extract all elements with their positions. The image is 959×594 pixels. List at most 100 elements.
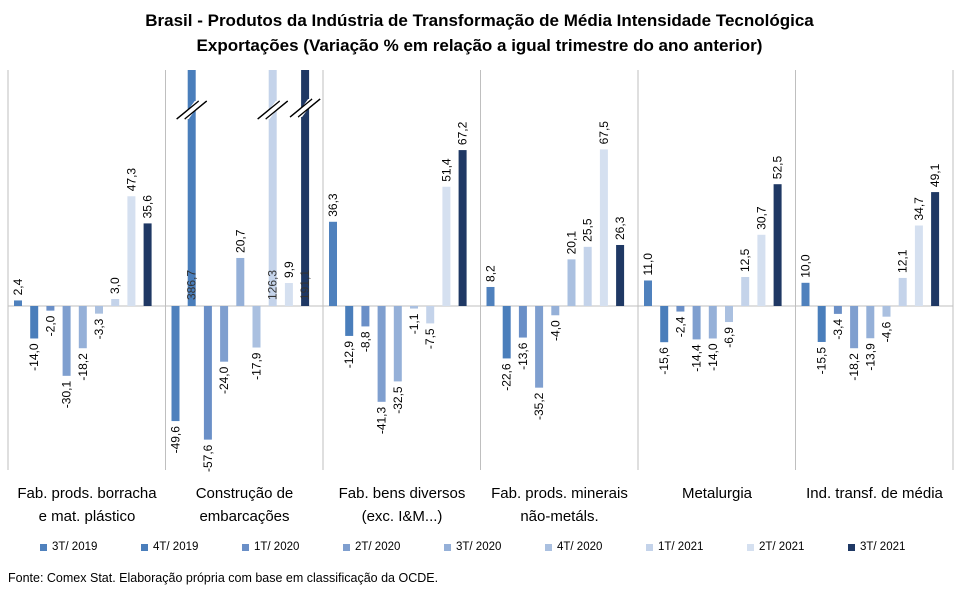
bar (882, 306, 891, 317)
data-label: 12,5 (738, 248, 752, 272)
category-label: Fab. bens diversos (exc. I&M...) (338, 485, 466, 525)
data-label: 386,7 (185, 270, 199, 300)
legend-item: 3T/ 2021 (848, 541, 905, 553)
bar (377, 306, 386, 402)
data-label: -8,8 (358, 331, 372, 352)
bar (741, 277, 750, 306)
data-label: -22,6 (500, 363, 514, 391)
data-label: -13,6 (516, 342, 530, 370)
bar (866, 306, 875, 339)
bar (692, 306, 701, 340)
legend-swatch (40, 543, 47, 551)
data-label: -32,5 (391, 386, 405, 414)
bar (361, 306, 370, 327)
bar (535, 306, 544, 388)
source-note: Fonte: Comex Stat. Elaboração própria co… (8, 571, 439, 585)
legend-item: 4T/ 2019 (141, 541, 198, 553)
bar (345, 306, 354, 336)
data-label: -2,0 (43, 315, 57, 336)
data-label: 10,0 (799, 254, 813, 278)
data-label: -17,9 (250, 352, 264, 380)
bar (220, 306, 229, 362)
legend-label: 3T/ 2020 (456, 541, 502, 553)
legend-label: 2T/ 2020 (355, 541, 401, 553)
legend-label: 1T/ 2021 (658, 541, 704, 553)
data-label: 11,0 (641, 253, 655, 276)
bar (644, 280, 652, 306)
bar (817, 306, 826, 342)
bar (833, 306, 842, 314)
bar (442, 186, 451, 306)
legend-item: 4T/ 2020 (545, 541, 602, 553)
bar (426, 306, 435, 324)
data-label: 34,7 (912, 197, 926, 221)
data-label: -3,3 (92, 318, 106, 339)
legend-swatch (242, 543, 249, 551)
bar (95, 306, 103, 314)
axis-break-gap (262, 101, 283, 119)
data-label: 47,3 (124, 168, 138, 192)
bar (616, 244, 625, 306)
legend-item: 2T/ 2021 (747, 541, 804, 553)
category-label: Fab. prods. minerais não-metáls. (491, 485, 628, 525)
category-label: Construção de embarcações (195, 485, 294, 525)
data-label: -14,0 (706, 343, 720, 371)
data-label: 191,1 (298, 270, 312, 300)
bar (46, 306, 55, 311)
bar (567, 259, 576, 306)
data-label: -18,2 (76, 353, 90, 381)
bar (236, 257, 245, 306)
category-label: Fab. prods. borracha e mat. plástico (17, 485, 157, 525)
data-label: 3,0 (108, 277, 122, 294)
bar (393, 306, 402, 382)
legend-swatch (141, 543, 148, 551)
bar (676, 306, 685, 312)
legend-swatch (646, 543, 653, 551)
data-label: -4,6 (880, 321, 894, 342)
legend-label: 2T/ 2021 (759, 541, 805, 553)
bar (329, 221, 337, 306)
bar (850, 306, 859, 349)
bar (757, 234, 766, 306)
legend-label: 3T/ 2019 (52, 541, 98, 553)
axis-break-mark (176, 100, 200, 120)
bar (62, 306, 71, 376)
legend-swatch (848, 543, 855, 551)
axis-break-gap (181, 101, 202, 119)
data-label: -13,9 (863, 343, 877, 371)
legend-item: 2T/ 2020 (343, 541, 400, 553)
data-label: 12,1 (896, 249, 910, 273)
data-label: -3,4 (831, 319, 845, 340)
bar (127, 196, 136, 306)
data-label: 49,1 (928, 163, 942, 187)
legend-swatch (545, 543, 552, 551)
bar (143, 223, 152, 306)
axis-break-gap (295, 99, 316, 117)
bar (268, 70, 277, 306)
data-label: 67,2 (456, 121, 470, 145)
data-label: 126,3 (266, 270, 280, 300)
bar (410, 306, 418, 309)
bar (284, 283, 293, 306)
bar (252, 306, 261, 348)
data-label: 20,1 (565, 231, 579, 255)
bar (203, 306, 212, 440)
legend-label: 3T/ 2021 (860, 541, 906, 553)
chart-subtitle: Exportações (Variação % em relação a igu… (196, 36, 763, 55)
bar (518, 306, 527, 338)
chart-plot: 2,4-14,0-2,0-30,1-18,2-3,33,047,335,6-49… (7, 70, 954, 472)
data-label: 26,3 (613, 216, 627, 240)
data-label: -57,6 (201, 444, 215, 472)
legend-swatch (747, 543, 754, 551)
data-label: 9,9 (282, 261, 296, 278)
bar (171, 306, 180, 422)
data-label: -15,5 (815, 347, 829, 375)
bar (725, 306, 733, 323)
bar (801, 282, 810, 306)
bar (301, 70, 310, 306)
data-label: -6,9 (722, 327, 736, 348)
bar (773, 184, 782, 306)
bar (914, 225, 923, 306)
legend-label: 4T/ 2019 (153, 541, 199, 553)
bar (14, 300, 22, 306)
